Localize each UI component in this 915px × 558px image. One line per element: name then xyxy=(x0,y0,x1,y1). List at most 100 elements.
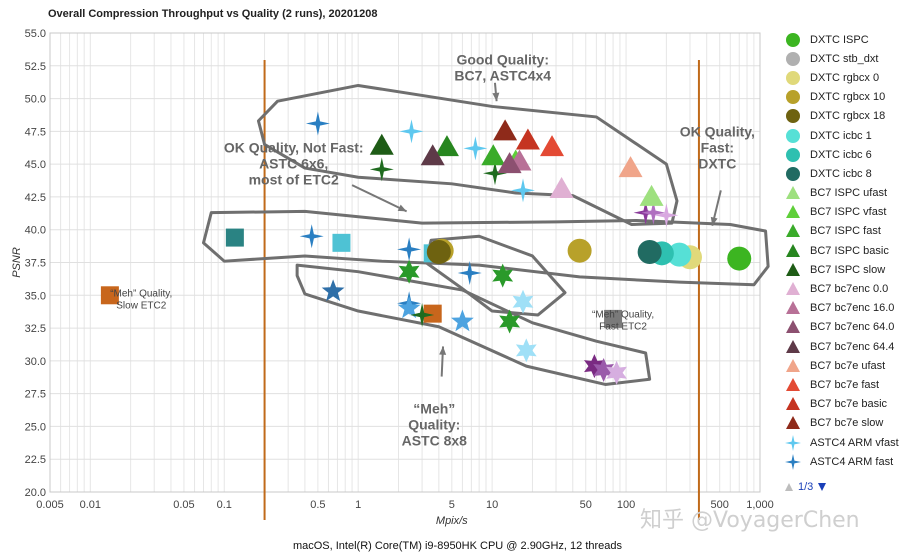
legend-label: BC7 bc7e fast xyxy=(810,378,880,391)
legend-label: BC7 ISPC basic xyxy=(810,244,889,257)
y-tick-label: 22.5 xyxy=(25,454,46,466)
legend-item[interactable]: BC7 bc7e basic xyxy=(784,395,912,414)
annotation-arrow xyxy=(351,184,408,213)
data-point xyxy=(497,152,522,174)
data-point xyxy=(369,133,394,155)
legend-swatch xyxy=(786,90,800,105)
legend-item[interactable]: BC7 bc7enc 64.4 xyxy=(784,337,912,356)
legend-item[interactable]: DXTC stb_dxt xyxy=(784,49,912,68)
watermark: 知乎 @VoyagerChen xyxy=(640,508,860,533)
legend-label: BC7 bc7enc 0.0 xyxy=(810,283,889,296)
data-point xyxy=(584,354,605,379)
data-point xyxy=(434,135,459,157)
y-tick-label: 50.0 xyxy=(25,94,46,106)
annotation-arrow xyxy=(492,82,500,102)
data-point xyxy=(727,246,752,271)
legend-label: BC7 bc7e basic xyxy=(810,398,888,411)
legend-next-icon[interactable] xyxy=(817,482,827,492)
data-point xyxy=(398,259,420,284)
data-point xyxy=(426,240,451,265)
legend-swatch xyxy=(786,51,800,66)
data-point xyxy=(451,309,474,332)
legend-label: DXTC ISPC xyxy=(810,33,869,46)
legend-item[interactable]: BC7 ISPC vfast xyxy=(784,203,912,222)
legend-item[interactable]: BC7 bc7e slow xyxy=(784,414,912,433)
legend-pager[interactable]: 1/3 xyxy=(784,481,912,493)
legend-item[interactable]: BC7 ISPC fast xyxy=(784,222,912,241)
legend-label: ASTC4 ARM fast xyxy=(810,455,894,468)
legend-label: BC7 ISPC vfast xyxy=(810,206,887,219)
legend-item[interactable]: DXTC icbc 8 xyxy=(784,164,912,183)
x-tick-label: 500 xyxy=(711,499,729,511)
data-point xyxy=(483,161,507,186)
y-tick-label: 52.5 xyxy=(25,61,46,73)
legend-item[interactable]: BC7 ISPC ufast xyxy=(784,184,912,203)
legend-item[interactable]: BC7 bc7enc 16.0 xyxy=(784,299,912,318)
data-point xyxy=(100,286,119,305)
data-point xyxy=(654,203,679,228)
y-tick-label: 40.0 xyxy=(25,225,46,237)
legend-swatch xyxy=(786,358,800,372)
legend-swatch xyxy=(785,453,801,470)
footer-caption: macOS, Intel(R) Core(TM) i9-8950HK CPU @… xyxy=(292,540,623,552)
x-tick-label: 50 xyxy=(580,499,592,511)
legend-item[interactable]: BC7 ISPC basic xyxy=(784,241,912,260)
legend-swatch xyxy=(786,147,800,162)
annotation-label: OK Quality, Not Fast: ASTC 6x6, most of ET… xyxy=(224,139,364,187)
meh-quality-outline xyxy=(295,263,652,386)
legend-label: DXTC rgbcx 18 xyxy=(810,110,886,123)
legend-item[interactable]: DXTC rgbcx 10 xyxy=(784,88,912,107)
legend-prev-icon[interactable] xyxy=(784,482,794,492)
annotation-arrow xyxy=(439,346,447,377)
legend-item[interactable]: DXTC icbc 1 xyxy=(784,126,912,145)
chart-title: Overall Compression Throughput vs Qualit… xyxy=(48,8,378,20)
chart-plot: 20.0 22.5 25.0 27.5 30.0 32.5 35.0 37.5 40.0 42.5… xyxy=(11,28,774,527)
legend-item[interactable]: DXTC rgbcx 0 xyxy=(784,68,912,87)
y-tick-label: 32.5 xyxy=(25,323,46,335)
x-tick-label: 0.05 xyxy=(173,499,194,511)
legend-label: BC7 ISPC fast xyxy=(810,225,881,238)
legend-label: ASTC4 ARM vfast xyxy=(810,436,899,449)
data-point xyxy=(512,289,534,314)
legend-item[interactable]: BC7 bc7enc 0.0 xyxy=(784,279,912,298)
legend-item[interactable]: BC7 ISPC slow xyxy=(784,260,912,279)
legend-swatch xyxy=(786,377,800,391)
y-tick-label: 42.5 xyxy=(25,192,46,204)
legend-item[interactable]: BC7 bc7enc 64.0 xyxy=(784,318,912,337)
legend-swatch xyxy=(786,128,800,143)
legend-swatch xyxy=(786,397,800,411)
y-tick-label: 47.5 xyxy=(25,126,46,138)
legend-swatch xyxy=(786,166,800,181)
x-tick-label: 100 xyxy=(617,499,635,511)
data-point xyxy=(305,111,330,136)
legend-item[interactable]: DXTC rgbcx 18 xyxy=(784,107,912,126)
annotation-label: “Meh” Quality, Fast ETC2 xyxy=(592,310,654,333)
legend: DXTC ISPC DXTC stb_dxt DXTC rgbcx 0 DXTC rg… xyxy=(784,30,912,493)
data-point xyxy=(492,263,514,288)
data-point xyxy=(423,304,442,323)
legend-label: BC7 bc7e slow xyxy=(810,417,884,430)
legend-item[interactable]: DXTC icbc 6 xyxy=(784,145,912,164)
data-point xyxy=(606,360,627,385)
legend-label: DXTC icbc 8 xyxy=(810,167,872,180)
legend-item[interactable]: ASTC4 ARM fast xyxy=(784,452,912,471)
legend-item[interactable]: ASTC4 ARM vfast xyxy=(784,433,912,452)
y-tick-label: 35.0 xyxy=(25,290,46,302)
legend-swatch xyxy=(786,109,800,124)
y-tick-label: 30.0 xyxy=(25,356,46,368)
legend-swatch xyxy=(786,416,800,430)
annotation-label: “Meh” Quality, Slow ETC2 xyxy=(110,289,172,312)
plot-frame xyxy=(49,32,761,493)
y-tick-label: 45.0 xyxy=(25,159,46,171)
legend-swatch xyxy=(786,262,800,276)
data-point xyxy=(604,309,623,328)
legend-item[interactable]: BC7 bc7e ufast xyxy=(784,356,912,375)
data-point xyxy=(369,157,394,182)
legend-label: BC7 ISPC ufast xyxy=(810,187,888,200)
data-point xyxy=(540,135,565,157)
legend-item[interactable]: DXTC ISPC xyxy=(784,30,912,49)
x-tick-label: 5 xyxy=(449,499,455,511)
data-point xyxy=(457,261,482,285)
legend-item[interactable]: BC7 bc7e fast xyxy=(784,375,912,394)
data-point xyxy=(332,233,351,252)
